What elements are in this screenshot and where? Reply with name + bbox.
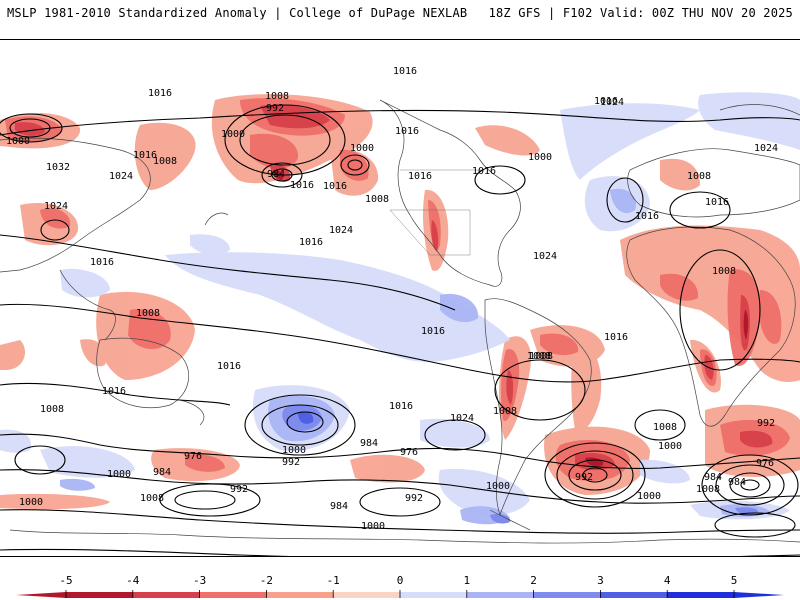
isobar-label: 1000: [528, 152, 552, 163]
colorbar-segment: [333, 592, 401, 598]
isobar-label: 1032: [46, 162, 70, 173]
isobar-label: 1000: [19, 497, 43, 508]
colorbar-segment: [533, 592, 601, 598]
isobar-label: 1000: [361, 521, 385, 532]
colorbar-tick-label: 4: [664, 574, 671, 587]
isobar-label: 976: [400, 447, 418, 458]
isobar-label: 1016: [395, 126, 419, 137]
colorbar-gradient: [16, 592, 784, 598]
colorbar-tick-label: 0: [397, 574, 404, 587]
isobar-label: 1016: [90, 257, 114, 268]
anomaly-shading: [0, 92, 800, 525]
colorbar-tick-label: -1: [327, 574, 340, 587]
weather-map: 1016 1016 1008 992 1000 984 1000 1008 1016 1016 10…: [0, 39, 800, 557]
isobar-label: 1000: [6, 136, 30, 147]
colorbar-ticks: -5 -4 -3 -2 -1 0 1 2 3 4 5: [59, 574, 737, 598]
isobar-label: 1016: [102, 386, 126, 397]
isobar-label: 1016: [133, 150, 157, 161]
colorbar-tick-label: 2: [530, 574, 537, 587]
isobar-label: 1016: [604, 332, 628, 343]
isobar-label: 992: [757, 418, 775, 429]
isobar-label: 1008: [153, 156, 177, 167]
colorbar-segment: [66, 592, 134, 598]
isobar-label: 1008: [365, 194, 389, 205]
coastlines: [0, 99, 800, 544]
isobar-label: 1008: [527, 351, 551, 362]
isobar-label: 1008: [529, 351, 553, 362]
isobar-label: 1016: [148, 88, 172, 99]
isobar-label: 1016: [472, 166, 496, 177]
colorbar-tick-label: -3: [193, 574, 206, 587]
colorbar-tick-label: -5: [59, 574, 72, 587]
isobar-label: 1008: [653, 422, 677, 433]
model-run-info: 18Z GFS | F102 Valid: 00Z THU NOV 20 202…: [488, 6, 793, 20]
isobar-label: 1016: [393, 66, 417, 77]
isobar-label: 1024: [600, 97, 624, 108]
isobar-label: 1000: [486, 481, 510, 492]
isobar-label: 976: [184, 451, 202, 462]
isobar-label: 1024: [329, 225, 353, 236]
colorbar-tick-label: 1: [463, 574, 470, 587]
isobar-label: 976: [756, 458, 774, 469]
colorbar-tick-label: 5: [731, 574, 738, 587]
isobar-label: 992: [575, 472, 593, 483]
isobar-label: 1024: [109, 171, 133, 182]
isobar-label: 1016: [421, 326, 445, 337]
colorbar-tick-label: 3: [597, 574, 604, 587]
map-title: MSLP 1981-2010 Standardized Anomaly | Co…: [7, 6, 468, 20]
isobar-label: 992: [266, 103, 284, 114]
isobar-label: 1016: [323, 181, 347, 192]
colorbar-segment: [400, 592, 468, 598]
colorbar-segment: [600, 592, 668, 598]
isobar-label: 1000: [637, 491, 661, 502]
isobar-label: 1000: [221, 129, 245, 140]
colorbar-tick-label: -2: [260, 574, 273, 587]
isobar-label: 1000: [282, 445, 306, 456]
isobar-label: 1000: [350, 143, 374, 154]
colorbar-segment: [199, 592, 267, 598]
isobar-label: 1024: [450, 413, 474, 424]
isobar-label: 984: [728, 477, 746, 488]
isobar-label: 984: [704, 472, 722, 483]
isobar-label: 1008: [696, 484, 720, 495]
colorbar-segment: [667, 592, 735, 598]
map-canvas: 1016101610089921000984100010081016101610…: [0, 66, 800, 556]
isobar-label: 1016: [299, 237, 323, 248]
isobar-label: 1008: [40, 404, 64, 415]
colorbar: -5 -4 -3 -2 -1 0 1 2 3 4 5: [16, 574, 784, 598]
isobar-label: 1016: [705, 197, 729, 208]
isobar-label: 1008: [140, 493, 164, 504]
isobar-label: 1008: [687, 171, 711, 182]
isobar-label: 992: [405, 493, 423, 504]
isobar-label: 1024: [44, 201, 68, 212]
isobar-label: 1016: [594, 96, 618, 107]
isobar-label: 1008: [712, 266, 736, 277]
isobar-label: 1016: [290, 180, 314, 191]
colorbar-min-arrow: [16, 592, 66, 598]
colorbar-max-arrow: [734, 592, 784, 598]
isobar-label: 1008: [265, 91, 289, 102]
colorbar-tick-label: -4: [126, 574, 140, 587]
isobar-label: 1016: [217, 361, 241, 372]
isobar-label: 1000: [658, 441, 682, 452]
isobar-label: 1016: [408, 171, 432, 182]
isobar-label: 1024: [754, 143, 778, 154]
isobar-label: 1008: [136, 308, 160, 319]
isobar-contours: [0, 104, 800, 556]
isobar-labels: 1016101610089921000984100010081016101610…: [6, 66, 778, 532]
isobar-label: 1008: [493, 406, 517, 417]
isobar-label: 1000: [107, 469, 131, 480]
colorbar-segment: [466, 592, 535, 598]
isobar-label: 992: [282, 457, 300, 468]
isobar-label: 984: [360, 438, 378, 449]
isobar-label: 984: [330, 501, 348, 512]
colorbar-segment: [132, 592, 201, 598]
isobar-label: 992: [230, 484, 248, 495]
isobar-label: 1016: [635, 211, 659, 222]
isobar-label: 1016: [389, 401, 413, 412]
isobar-label: 984: [153, 467, 171, 478]
isobar-label: 1024: [533, 251, 557, 262]
isobar-label: 984: [267, 169, 285, 180]
colorbar-segment: [266, 592, 334, 598]
